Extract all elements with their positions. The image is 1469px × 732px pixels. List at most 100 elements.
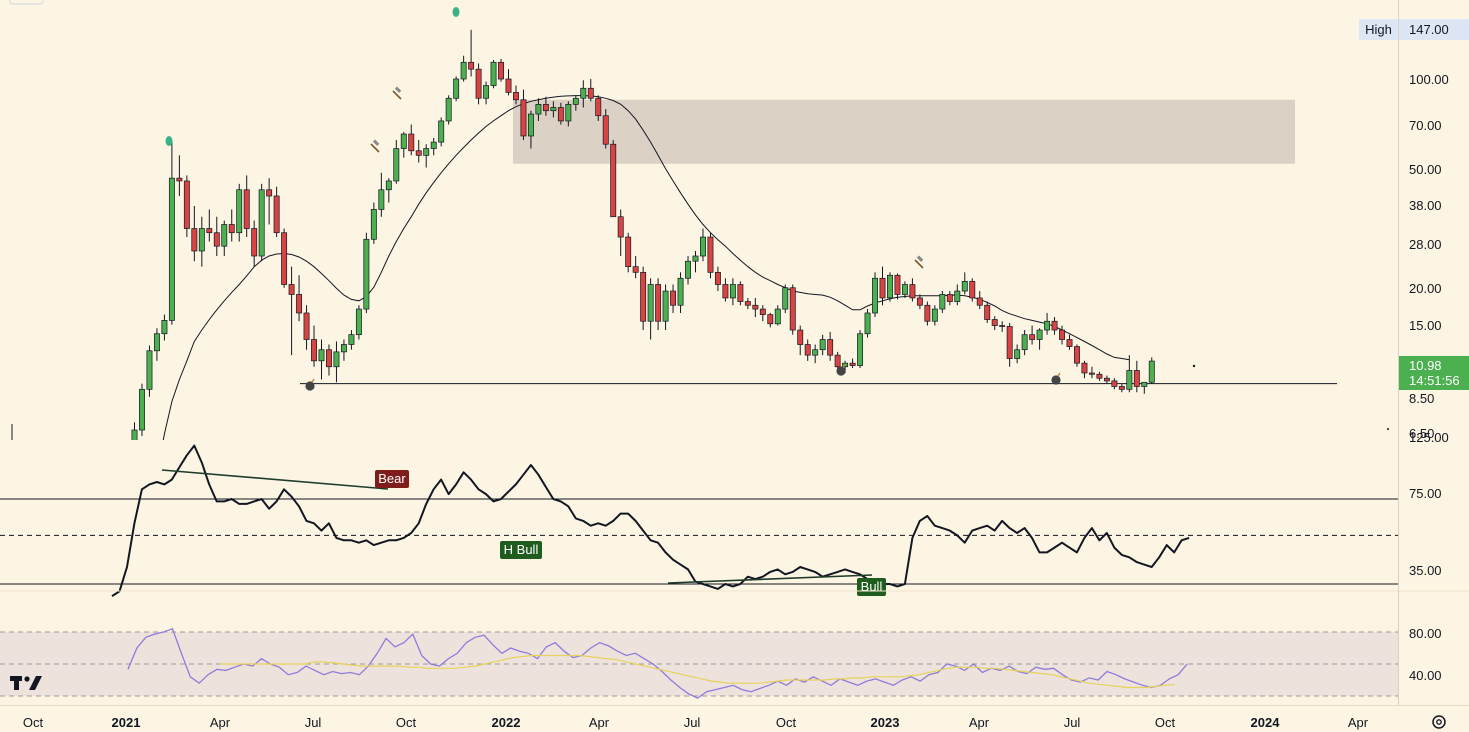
candle[interactable] xyxy=(348,330,355,350)
candle[interactable] xyxy=(303,305,310,350)
candle[interactable] xyxy=(879,266,886,306)
candle[interactable] xyxy=(251,220,258,267)
candle[interactable] xyxy=(602,109,609,149)
candle[interactable] xyxy=(722,278,729,302)
candle[interactable] xyxy=(655,278,662,331)
candle[interactable] xyxy=(520,89,527,141)
candle[interactable] xyxy=(700,228,706,262)
candle[interactable] xyxy=(954,284,961,306)
candle[interactable] xyxy=(1096,371,1103,381)
candle[interactable] xyxy=(550,101,557,118)
candle[interactable] xyxy=(632,256,639,279)
candle[interactable] xyxy=(393,140,400,184)
candle[interactable] xyxy=(1029,325,1036,345)
candle[interactable] xyxy=(483,81,490,105)
candle[interactable] xyxy=(468,29,475,77)
candle[interactable] xyxy=(610,140,617,218)
candle[interactable] xyxy=(236,183,243,242)
candle[interactable] xyxy=(894,273,901,300)
rsi-pane[interactable] xyxy=(0,627,1398,699)
candle[interactable] xyxy=(662,284,669,331)
candle[interactable] xyxy=(864,309,871,338)
candle[interactable] xyxy=(490,60,497,89)
candle[interactable] xyxy=(625,232,632,273)
candle[interactable] xyxy=(819,334,826,356)
candle[interactable] xyxy=(812,344,819,364)
candle[interactable] xyxy=(355,305,362,340)
candle[interactable] xyxy=(1074,344,1080,367)
candle[interactable] xyxy=(1059,325,1065,345)
candle[interactable] xyxy=(1111,378,1118,390)
candle[interactable] xyxy=(729,278,736,306)
candle[interactable] xyxy=(273,186,280,238)
candle[interactable] xyxy=(752,297,759,318)
candle[interactable] xyxy=(1148,357,1155,384)
candle[interactable] xyxy=(408,124,415,156)
candle[interactable] xyxy=(415,140,422,163)
candle[interactable] xyxy=(183,175,190,238)
candle[interactable] xyxy=(176,155,183,196)
candle[interactable] xyxy=(834,351,841,370)
candle[interactable] xyxy=(1126,355,1133,393)
candle[interactable] xyxy=(318,339,325,380)
candle[interactable] xyxy=(460,55,467,82)
candle[interactable] xyxy=(789,284,796,335)
candle[interactable] xyxy=(221,220,228,257)
candle[interactable] xyxy=(617,209,624,257)
candle[interactable] xyxy=(804,339,811,361)
candle[interactable] xyxy=(1006,322,1013,367)
candle[interactable] xyxy=(423,144,430,168)
candle[interactable] xyxy=(370,202,377,244)
candle[interactable] xyxy=(340,339,347,361)
candle[interactable] xyxy=(527,110,534,149)
candle[interactable] xyxy=(1133,360,1140,393)
candle[interactable] xyxy=(535,98,542,121)
candle[interactable] xyxy=(969,278,976,302)
candle[interactable] xyxy=(767,312,774,328)
candle[interactable] xyxy=(984,301,991,323)
candle[interactable] xyxy=(737,281,744,306)
candle[interactable] xyxy=(228,209,235,242)
candle[interactable] xyxy=(999,321,1006,332)
candle[interactable] xyxy=(827,331,834,361)
candle[interactable] xyxy=(640,266,647,331)
candle[interactable] xyxy=(797,325,804,356)
candle[interactable] xyxy=(243,175,250,238)
candle[interactable] xyxy=(198,216,205,267)
settings-icon[interactable] xyxy=(1432,715,1446,729)
candle[interactable] xyxy=(991,316,998,331)
candle[interactable] xyxy=(782,284,789,313)
candle[interactable] xyxy=(168,140,175,325)
candle[interactable] xyxy=(445,95,452,125)
candle[interactable] xyxy=(363,232,370,313)
candle[interactable] xyxy=(887,272,893,302)
candle[interactable] xyxy=(685,256,691,285)
candle[interactable] xyxy=(385,178,392,203)
candle[interactable] xyxy=(1021,330,1028,356)
candle[interactable] xyxy=(498,58,504,82)
candle[interactable] xyxy=(872,272,878,318)
candle[interactable] xyxy=(572,95,579,111)
candle[interactable] xyxy=(326,344,332,376)
candle[interactable] xyxy=(976,291,983,310)
candle[interactable] xyxy=(513,85,519,105)
candle[interactable] xyxy=(400,132,407,158)
candle[interactable] xyxy=(333,341,340,383)
candle[interactable] xyxy=(1044,312,1051,335)
oscillator-pane[interactable]: Bear H Bull Bull xyxy=(0,444,1469,597)
candle[interactable] xyxy=(258,183,265,262)
candle[interactable] xyxy=(1014,344,1021,364)
candle[interactable] xyxy=(161,314,168,341)
candle[interactable] xyxy=(946,291,953,306)
candle[interactable] xyxy=(774,305,781,326)
candle[interactable] xyxy=(759,305,766,322)
candle[interactable] xyxy=(744,297,751,310)
candle[interactable] xyxy=(647,278,654,340)
candle[interactable] xyxy=(565,101,572,127)
candle[interactable] xyxy=(131,422,138,466)
candle[interactable] xyxy=(1118,383,1125,393)
price-pane[interactable] xyxy=(0,0,1469,527)
candle[interactable] xyxy=(670,284,677,313)
